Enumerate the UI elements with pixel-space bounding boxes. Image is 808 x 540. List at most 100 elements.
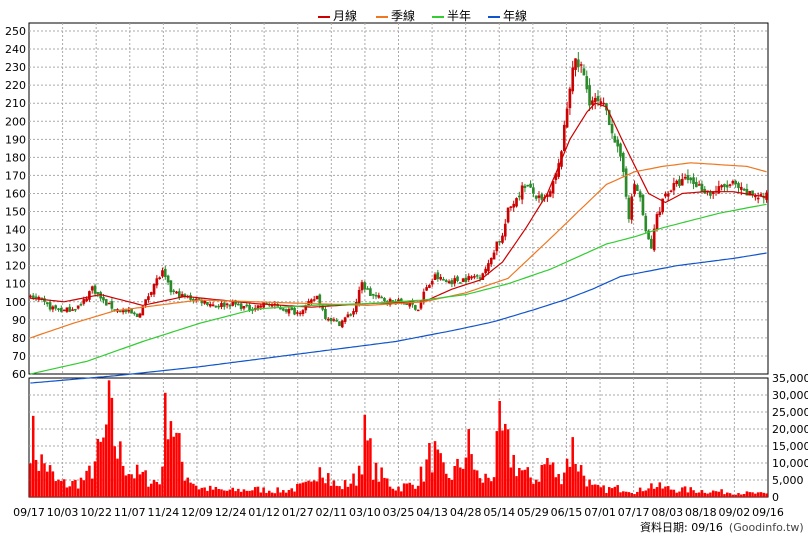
candle-body <box>689 177 693 181</box>
volume-bar <box>565 458 569 497</box>
candle-body <box>737 183 740 189</box>
volume-bar <box>748 492 752 497</box>
candle-body <box>374 294 378 297</box>
volume-bar <box>321 477 324 497</box>
volume-bar <box>484 473 487 497</box>
volume-bar <box>560 484 563 497</box>
price-y-tick-label: 100 <box>5 296 26 309</box>
candle-body <box>222 302 226 307</box>
volume-bar <box>76 488 80 497</box>
candle-body <box>225 303 229 306</box>
volume-bar <box>60 481 63 497</box>
volume-bar <box>400 491 403 497</box>
price-y-tick-label: 120 <box>5 260 26 273</box>
volume-bar <box>655 487 659 497</box>
candle-body <box>720 185 723 188</box>
volume-bar <box>411 484 414 497</box>
legend-swatch <box>318 15 330 18</box>
volume-bar <box>172 436 175 497</box>
candle-body <box>138 313 142 318</box>
volume-bar <box>208 485 212 497</box>
candle-body <box>324 309 327 319</box>
volume-bar <box>105 424 108 497</box>
volume-bar <box>442 462 445 497</box>
volume-bar <box>96 438 100 497</box>
legend-label: 年線 <box>503 9 528 23</box>
volume-bar <box>672 489 676 497</box>
candle-body <box>456 276 459 282</box>
candle-body <box>352 311 355 315</box>
yearly-ma-line <box>30 252 767 384</box>
candle-body <box>163 268 167 277</box>
volume-bar <box>428 443 431 497</box>
volume-bar <box>82 480 86 497</box>
candle-body <box>107 302 111 305</box>
volume-bar <box>543 464 546 497</box>
volume-bar <box>554 477 558 497</box>
volume-bar <box>349 483 352 497</box>
volume-bar <box>489 481 493 497</box>
candle-body <box>301 310 305 314</box>
volume-bar <box>312 480 316 497</box>
volume-bar <box>414 488 417 497</box>
volume-bar <box>498 400 501 497</box>
volume-bar <box>88 465 91 497</box>
candle-body <box>436 272 440 280</box>
volume-bar <box>700 490 704 497</box>
volume-bar <box>54 481 57 497</box>
volume-bar <box>388 486 392 497</box>
volume-bar <box>548 464 552 497</box>
volume-bar <box>756 492 760 497</box>
volume-bar <box>526 467 530 497</box>
candle-body <box>287 308 291 314</box>
data-date-footer: 資料日期: 09/16 (Goodinfo.tw) <box>640 519 804 535</box>
volume-bar <box>492 477 496 497</box>
candle-body <box>644 215 648 232</box>
volume-bar <box>430 472 434 497</box>
volume-bar <box>658 482 662 497</box>
candle-body <box>54 305 58 309</box>
volume-bar <box>293 491 296 497</box>
candle-body <box>739 186 743 190</box>
candle-body <box>591 100 594 105</box>
volume-bar <box>678 491 681 497</box>
candle-body <box>433 274 437 280</box>
volume-bar <box>248 490 251 497</box>
candle-body <box>700 183 704 192</box>
candle-body <box>329 317 333 322</box>
candle-body <box>526 184 530 187</box>
legend-label: 半年 <box>447 9 472 23</box>
candle-body <box>745 188 749 196</box>
candle-body <box>346 314 350 318</box>
volume-bar <box>481 482 485 497</box>
volume-bar <box>68 486 72 497</box>
volume-bar <box>231 487 234 497</box>
x-tick-label: 08/03 <box>651 506 683 519</box>
candle-body <box>518 195 521 198</box>
candle-body <box>414 305 417 310</box>
volume-bar <box>723 494 726 497</box>
volume-bar <box>591 484 594 497</box>
candle-body <box>759 194 763 196</box>
price-y-tick-label: 140 <box>5 224 26 237</box>
volume-bar <box>385 478 389 497</box>
volume-bar <box>695 492 698 497</box>
volume-bar <box>180 461 184 497</box>
candle-body <box>147 296 150 301</box>
candle-body <box>206 302 209 305</box>
price-y-tick-label: 230 <box>5 61 26 74</box>
volume-bar <box>341 489 344 497</box>
volume-bar <box>664 486 667 497</box>
volume-bar <box>464 457 468 497</box>
volume-bar <box>714 491 718 497</box>
candle-body <box>672 183 676 191</box>
volume-bar <box>237 488 240 497</box>
candle-body <box>655 214 659 230</box>
legend-swatch <box>432 15 444 18</box>
candle-body <box>290 307 294 311</box>
candle-body <box>93 285 97 294</box>
x-tick-label: 01/27 <box>282 506 314 519</box>
candle-body <box>149 292 153 295</box>
candle-body <box>647 230 650 240</box>
data-date-label: 資料日期: 09/16 <box>640 521 723 534</box>
